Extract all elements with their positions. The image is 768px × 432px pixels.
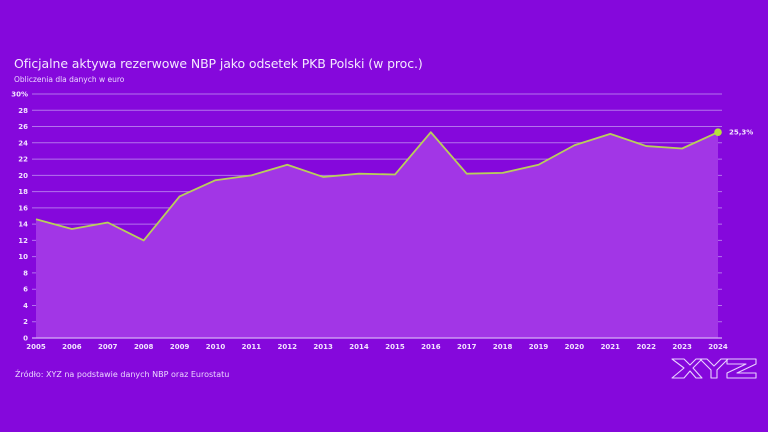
annotations: 25,3% [729, 129, 753, 137]
chart-subtitle: Obliczenia dla danych w euro [14, 75, 125, 84]
x-tick-label: 2020 [565, 343, 585, 351]
x-tick-label: 2006 [62, 343, 82, 351]
data-points [35, 128, 722, 241]
xyz-logo [671, 358, 757, 379]
x-tick-label: 2018 [493, 343, 513, 351]
y-tick-label: 26 [18, 123, 28, 131]
x-tick-label: 2014 [349, 343, 369, 351]
x-tick-label: 2019 [529, 343, 549, 351]
y-tick-label: 22 [18, 156, 28, 164]
x-tick-label: 2013 [313, 343, 333, 351]
y-tick-label: 6 [23, 286, 28, 294]
x-tick-label: 2024 [708, 343, 728, 351]
y-tick-label: 30% [11, 91, 28, 99]
x-tick-label: 2015 [385, 343, 405, 351]
x-tick-label: 2022 [636, 343, 656, 351]
x-tick-label: 2017 [457, 343, 477, 351]
x-tick-label: 2021 [601, 343, 621, 351]
area-fill [36, 132, 718, 338]
y-tick-label: 14 [18, 221, 28, 229]
x-tick-label: 2007 [98, 343, 118, 351]
y-tick-label: 8 [23, 269, 28, 277]
y-tick-label: 18 [18, 188, 28, 196]
y-tick-label: 20 [18, 172, 28, 180]
y-tick-label: 28 [18, 107, 28, 115]
source-note: Źródło: XYZ na podstawie danych NBP oraz… [15, 370, 230, 379]
x-tick-label: 2012 [278, 343, 298, 351]
y-tick-label: 0 [23, 335, 28, 343]
logo-letter-y [699, 358, 729, 379]
chart-title: Oficjalne aktywa rezerwowe NBP jako odse… [14, 56, 423, 71]
x-tick-label: 2010 [206, 343, 226, 351]
logo-letter-z [726, 358, 757, 379]
y-tick-label: 16 [18, 204, 28, 212]
x-tick-label: 2011 [242, 343, 262, 351]
x-tick-label: 2005 [26, 343, 46, 351]
y-tick-label: 4 [23, 302, 28, 310]
x-tick-labels: 2005 2006 2007 2008 2009 2010 2011 2012 2013 2014… [26, 343, 728, 351]
y-tick-label: 2 [23, 318, 28, 326]
x-tick-label: 2009 [170, 343, 190, 351]
data-label: 25,3% [729, 129, 753, 137]
y-tick-label: 24 [18, 139, 28, 147]
data-point [714, 128, 722, 137]
y-tick-label: 12 [18, 237, 28, 245]
logo-letter-x [671, 358, 703, 379]
x-tick-label: 2016 [421, 343, 441, 351]
y-tick-label: 10 [18, 253, 28, 261]
x-tick-label: 2008 [134, 343, 154, 351]
x-tick-label: 2023 [672, 343, 692, 351]
series-line [35, 131, 719, 242]
